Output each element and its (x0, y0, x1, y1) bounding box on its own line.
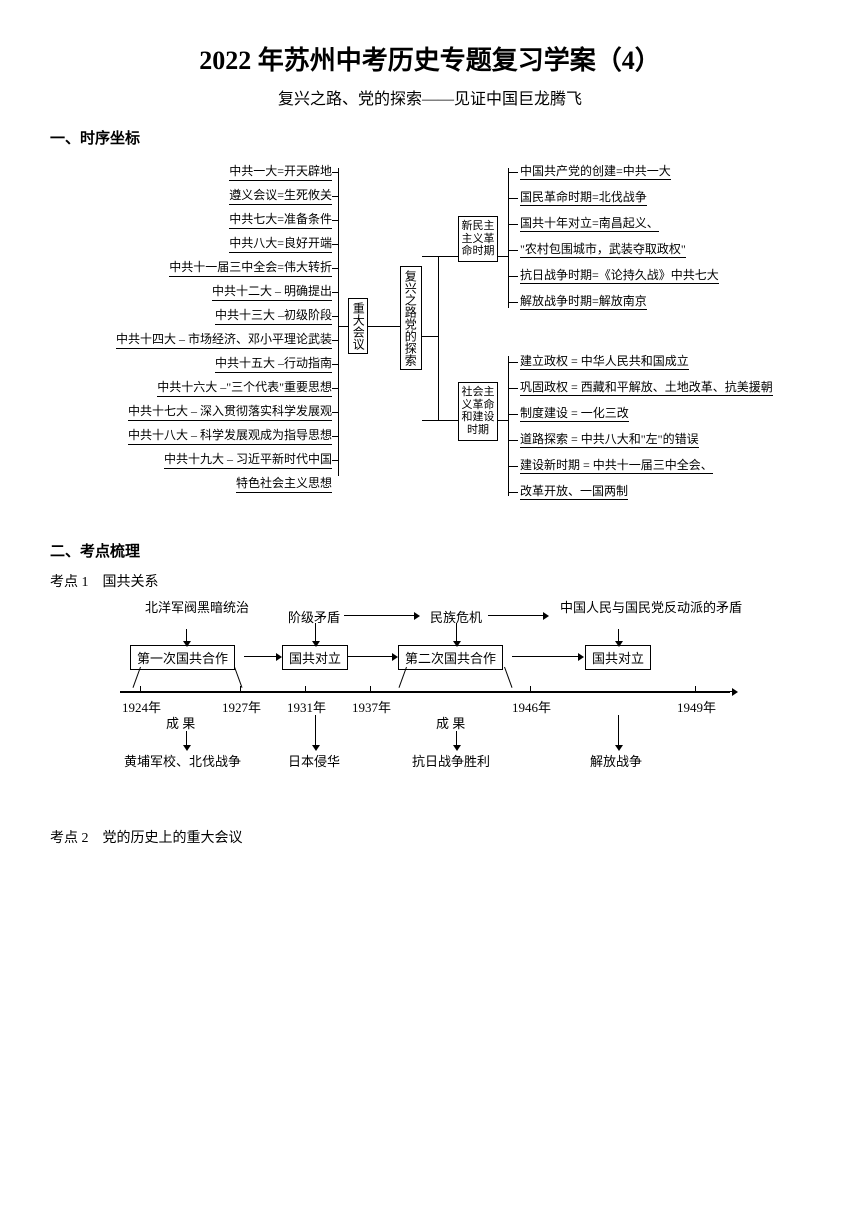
mid-0: 第一次国共合作 (130, 645, 235, 670)
bottom-0: 黄埔军校、北伐战争 (124, 751, 241, 770)
year-3: 1937年 (352, 697, 391, 716)
year-5: 1949年 (677, 697, 716, 716)
year-4: 1946年 (512, 697, 551, 716)
left-item-11: 中共十八大 – 科学发展观成为指导思想 (128, 426, 332, 445)
section-2-header: 二、考点梳理 (50, 540, 810, 561)
year-1: 1927年 (222, 697, 261, 716)
right-top-item-4: 抗日战争时期=《论持久战》中共七大 (520, 266, 719, 283)
mid-3: 国共对立 (585, 645, 651, 670)
left-item-10: 中共十七大 – 深入贯彻落实科学发展观 (128, 402, 332, 421)
left-item-1: 遵义会议=生死攸关 (229, 186, 332, 205)
timeline-diagram: 北洋军阀黑暗统治 阶级矛盾 民族危机 中国人民与国民党反动派的矛盾 第一次国共合… (110, 597, 750, 787)
bottom-3: 解放战争 (590, 751, 642, 770)
center-node-label: 复兴之路党的探索 (403, 270, 416, 366)
right-bottom-item-2: 制度建设 = 一化三改 (520, 404, 629, 421)
right-top-item-2: 国共十年对立=南昌起义、 (520, 214, 659, 231)
result-1: 成 果 (436, 713, 465, 732)
right-top-item-1: 国民革命时期=北伐战争 (520, 188, 647, 205)
bottom-2: 抗日战争胜利 (412, 751, 490, 770)
right-top-item-3: "农村包围城市，武装夺取政权" (520, 240, 686, 257)
bottom-1: 日本侵华 (288, 751, 340, 770)
section-1-header: 一、时序坐标 (50, 127, 810, 148)
year-2: 1931年 (287, 697, 326, 716)
right-bottom-item-4: 建设新时期 = 中共十一届三中全会、 (520, 456, 713, 473)
right-bottom-item-5: 改革开放、一国两制 (520, 482, 628, 499)
left-item-12: 中共十九大 – 习近平新时代中国 (164, 450, 332, 469)
left-item-2: 中共七大=准备条件 (229, 210, 332, 229)
left-item-7: 中共十四大 – 市场经济、邓小平理论武装 (116, 330, 332, 349)
left-item-sub: 特色社会主义思想 (236, 474, 332, 493)
left-item-9: 中共十六大 –"三个代表"重要思想 (157, 378, 332, 397)
right-top-item-0: 中国共产党的创建=中共一大 (520, 162, 671, 179)
year-0: 1924年 (122, 697, 161, 716)
subpoint-2: 考点 2 党的历史上的重大会议 (50, 827, 810, 847)
top-3: 中国人民与国民党反动派的矛盾 (555, 597, 695, 616)
subpoint-1: 考点 1 国共关系 (50, 571, 810, 591)
page-subtitle: 复兴之路、党的探索——见证中国巨龙腾飞 (50, 85, 810, 109)
mid-2: 第二次国共合作 (398, 645, 503, 670)
left-item-4: 中共十一届三中全会=伟大转折 (169, 258, 332, 277)
left-item-8: 中共十五大 –行动指南 (215, 354, 332, 373)
right-bottom-node: 社会主义革命和建设时期 (458, 382, 498, 441)
result-0: 成 果 (166, 713, 195, 732)
right-top-node: 新民主主义革命时期 (458, 216, 498, 262)
right-bottom-item-3: 道路探索 = 中共八大和"左"的错误 (520, 430, 699, 447)
left-item-5: 中共十二大 – 明确提出 (212, 282, 332, 301)
left-center-node: 重大会议 (348, 298, 368, 354)
center-node: 复兴之路党的探索 (400, 266, 422, 370)
right-bottom-item-0: 建立政权 = 中华人民共和国成立 (520, 352, 689, 369)
mid-1: 国共对立 (282, 645, 348, 670)
mindmap-diagram: 复兴之路党的探索 重大会议 中共一大=开天辟地遵义会议=生死攸关中共七大=准备条… (60, 156, 800, 526)
right-bottom-item-1: 巩固政权 = 西藏和平解放、土地改革、抗美援朝 (520, 378, 773, 395)
right-top-item-5: 解放战争时期=解放南京 (520, 292, 647, 309)
left-center-label: 重大会议 (351, 302, 364, 350)
top-0: 北洋军阀黑暗统治 (140, 597, 240, 616)
right-bottom-label: 社会主义革命和建设时期 (461, 386, 495, 437)
left-item-3: 中共八大=良好开端 (229, 234, 332, 253)
left-item-6: 中共十三大 –初级阶段 (215, 306, 332, 325)
top-1: 阶级矛盾 (288, 607, 340, 626)
left-item-0: 中共一大=开天辟地 (229, 162, 332, 181)
page-title: 2022 年苏州中考历史专题复习学案（4） (50, 40, 810, 77)
right-top-label: 新民主主义革命时期 (461, 220, 495, 258)
